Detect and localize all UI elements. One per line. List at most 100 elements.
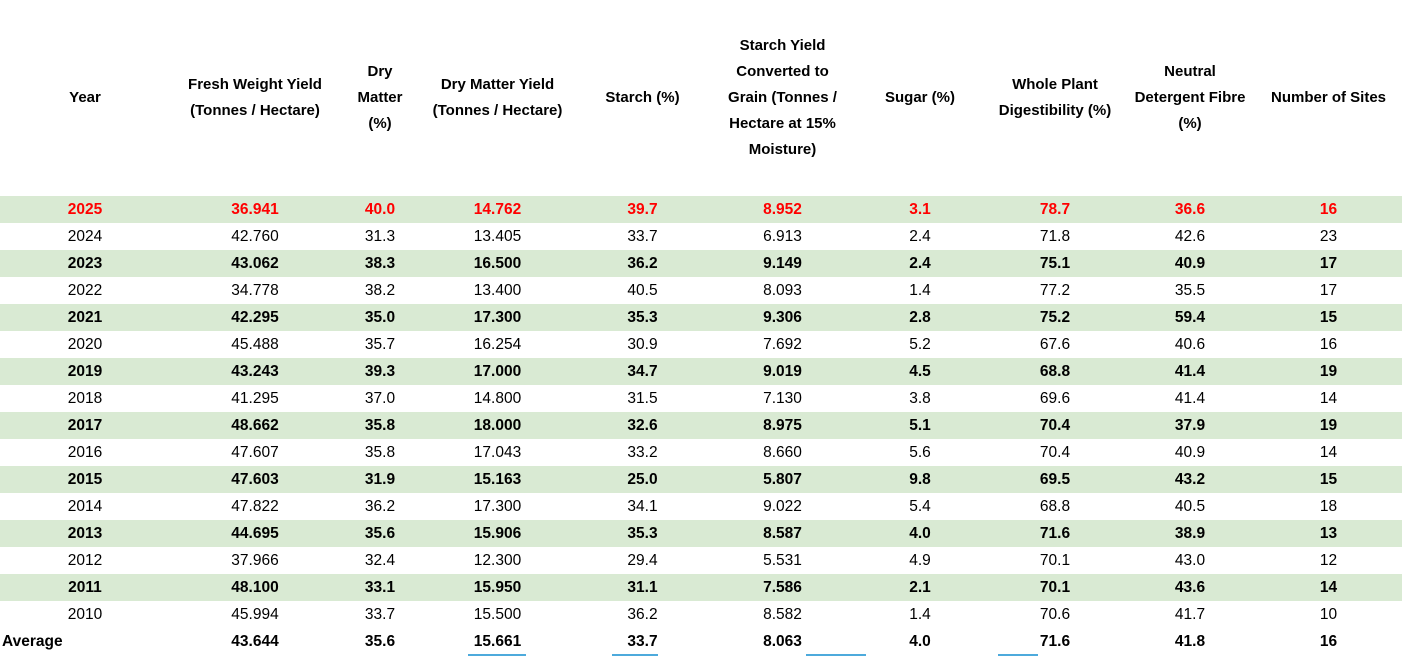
row-label-cell: 2015 (0, 466, 170, 493)
table-cell: 41.7 (1174, 606, 1206, 623)
table-cell: 41.4 (1174, 390, 1206, 407)
column-header-whole-plant-digestibility: Whole Plant Digestibility (%) (998, 76, 1112, 119)
table-cell: 70.4 (985, 412, 1125, 439)
table-cell: 13.400 (473, 282, 522, 299)
table-cell: 70.1 (1039, 552, 1071, 569)
table-cell: 77.2 (1039, 282, 1071, 299)
table-cell: 19 (1255, 358, 1402, 385)
table-row-2013: 2013 44.695 35.6 15.906 35.3 8.587 4.0 71.6 38.9… (0, 520, 1402, 547)
table-cell: 75.1 (985, 250, 1125, 277)
table-cell: 40.0 (340, 196, 420, 223)
table-cell: 3.8 (909, 390, 931, 407)
table-cell: 18 (1319, 498, 1338, 515)
column-header-year: Year (69, 89, 101, 106)
table-cell: 29.4 (627, 552, 658, 569)
table-cell: 40.5 (1174, 498, 1206, 515)
table-cell: 4.0 (855, 520, 985, 547)
row-label-cell: 2011 (0, 574, 170, 601)
table-row-2016: 2016 47.607 35.8 17.043 33.2 8.660 5.6 70.4 40.9… (0, 439, 1402, 466)
table-cell: 17 (1319, 282, 1338, 299)
table-cell: 1.4 (909, 282, 931, 299)
row-label-cell: 2025 (0, 196, 170, 223)
table-header: Year Fresh Weight Yield (Tonnes / Hectare… (0, 0, 1402, 196)
table-cell: 2.8 (855, 304, 985, 331)
table-cell: 5.531 (763, 552, 802, 569)
table-cell: 31.5 (627, 390, 658, 407)
table-cell: 35.0 (340, 304, 420, 331)
table-cell: 42.6 (1174, 228, 1206, 245)
table-cell: 40.9 (1174, 444, 1206, 461)
table-cell: 8.660 (763, 444, 802, 461)
table-cell: 59.4 (1125, 304, 1255, 331)
table-row-2019: 2019 43.243 39.3 17.000 34.7 9.019 4.5 68.8 41.4… (0, 358, 1402, 385)
table-cell: 43.062 (170, 250, 340, 277)
table-row-2023: 2023 43.062 38.3 16.500 36.2 9.149 2.4 75.1 40.9… (0, 250, 1402, 277)
table-cell: 4.0 (909, 633, 931, 650)
row-label-cell: 2010 (67, 606, 103, 623)
table-cell: 7.586 (710, 574, 855, 601)
table-cell: 9.022 (763, 498, 802, 515)
table-cell: 44.695 (170, 520, 340, 547)
table-cell: 45.488 (231, 336, 279, 353)
row-label-cell: 2014 (67, 498, 103, 515)
table-row-2010: 2010 45.994 33.7 15.500 36.2 8.582 1.4 70.6 41.7… (0, 601, 1402, 628)
row-label-cell: 2021 (0, 304, 170, 331)
table-cell: 43.0 (1174, 552, 1206, 569)
table-cell: 69.5 (985, 466, 1125, 493)
table-body: 2025 36.941 40.0 14.762 39.7 8.952 3.1 78.7 36.6… (0, 196, 1402, 655)
table-cell: 38.2 (364, 282, 396, 299)
table-cell: 47.607 (231, 444, 279, 461)
bottom-edge-fringe (806, 654, 866, 656)
table-cell: 15.500 (473, 606, 522, 623)
table-cell: 8.582 (763, 606, 802, 623)
table-cell: 10 (1319, 606, 1338, 623)
table-cell: 8.093 (763, 282, 802, 299)
table-cell: 35.7 (364, 336, 396, 353)
table-row-2011: 2011 48.100 33.1 15.950 31.1 7.586 2.1 70.1 43.6… (0, 574, 1402, 601)
table-cell: 37.966 (231, 552, 279, 569)
table-cell: 35.8 (364, 444, 396, 461)
table-cell: 33.2 (627, 444, 658, 461)
column-header-starch: Starch (%) (605, 89, 680, 106)
table-cell: 35.3 (575, 304, 710, 331)
table-cell: 33.7 (627, 228, 658, 245)
table-cell: 4.5 (855, 358, 985, 385)
column-header-number-of-sites: Number of Sites (1270, 89, 1387, 106)
table-cell: 47.822 (231, 498, 279, 515)
table-cell: 41.4 (1125, 358, 1255, 385)
table-cell: 33.1 (340, 574, 420, 601)
table-cell: 43.644 (231, 633, 279, 650)
table-cell: 14 (1319, 390, 1338, 407)
table-cell: 14.800 (473, 390, 522, 407)
table-cell: 14.762 (420, 196, 575, 223)
table-cell: 34.1 (627, 498, 658, 515)
table-cell: 6.913 (763, 228, 802, 245)
row-label-cell: 2020 (67, 336, 103, 353)
table-cell: 7.130 (763, 390, 802, 407)
table-cell: 75.2 (985, 304, 1125, 331)
table-cell: 14 (1255, 574, 1402, 601)
table-cell: 30.9 (627, 336, 658, 353)
table-cell: 40.5 (627, 282, 658, 299)
table-cell: 32.6 (575, 412, 710, 439)
row-label-cell: 2017 (0, 412, 170, 439)
table-cell: 2.1 (855, 574, 985, 601)
table-row-2022: 2022 34.778 38.2 13.400 40.5 8.093 1.4 77.2 35.5… (0, 277, 1402, 304)
table-cell: 31.3 (364, 228, 396, 245)
row-label-cell: Average (2, 633, 63, 650)
table-cell: 35.3 (575, 520, 710, 547)
table-cell: 17.300 (420, 304, 575, 331)
table-cell: 2.4 (855, 250, 985, 277)
table-cell: 47.603 (170, 466, 340, 493)
row-label-cell: 2012 (67, 552, 103, 569)
table-cell: 13 (1255, 520, 1402, 547)
table-cell: 5.6 (909, 444, 931, 461)
table-cell: 9.149 (710, 250, 855, 277)
table-cell: 33.7 (627, 633, 658, 650)
table-cell: 69.6 (1039, 390, 1071, 407)
table-row-2018: 2018 41.295 37.0 14.800 31.5 7.130 3.8 69.6 41.4… (0, 385, 1402, 412)
table-cell: 36.2 (364, 498, 396, 515)
table-cell: 33.7 (364, 606, 396, 623)
table-cell: 15 (1255, 304, 1402, 331)
table-cell: 17.000 (420, 358, 575, 385)
